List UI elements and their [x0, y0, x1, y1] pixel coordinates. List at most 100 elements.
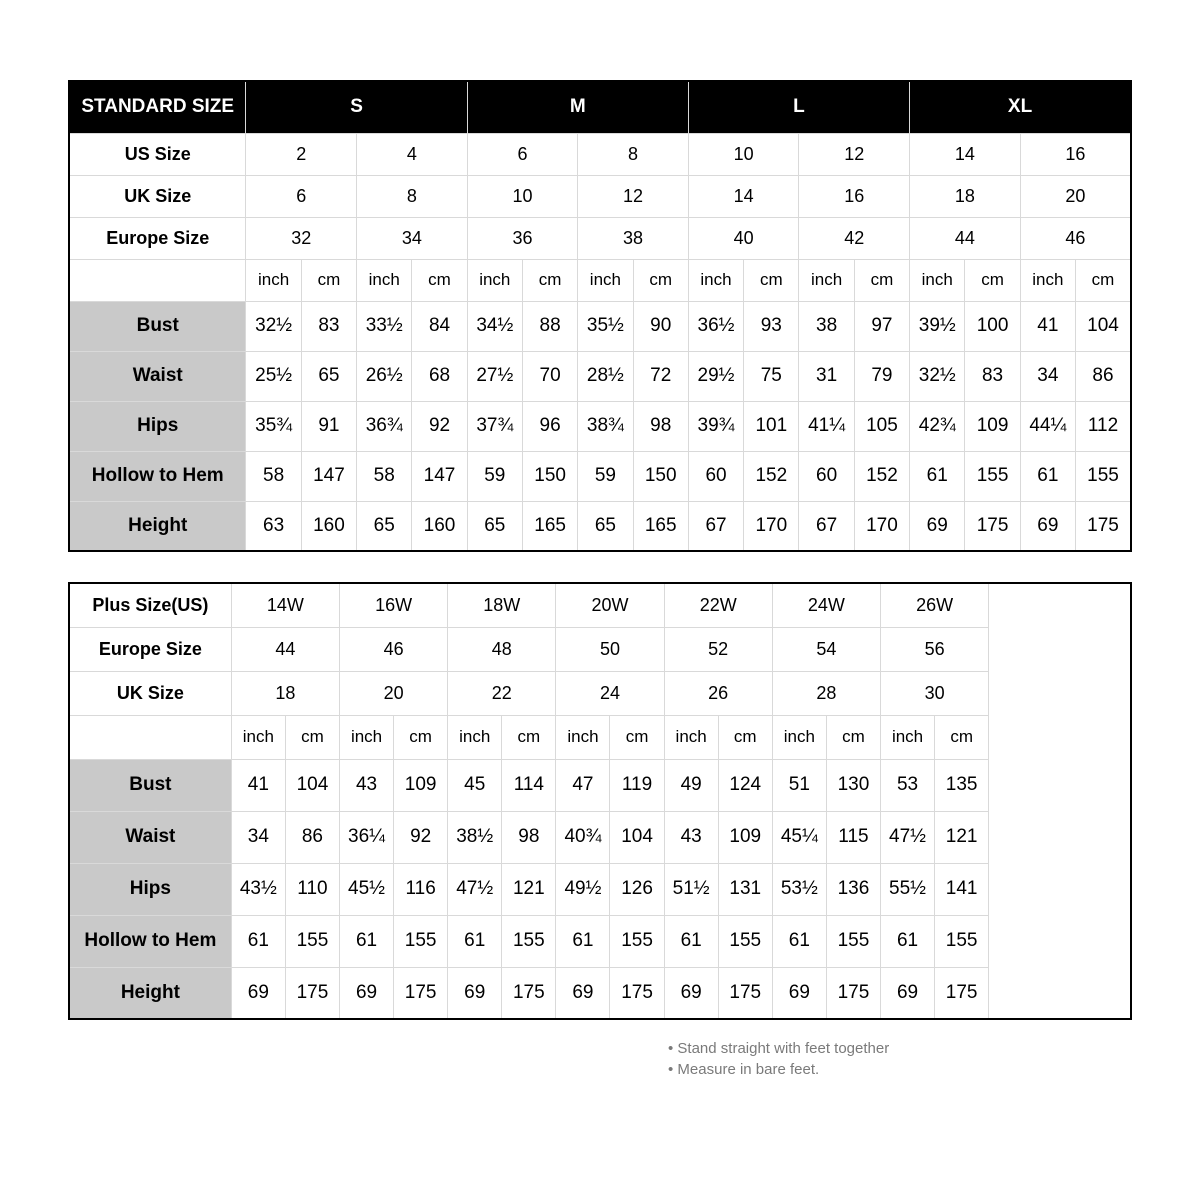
- cell: 43: [339, 759, 393, 811]
- cell: 14: [688, 175, 799, 217]
- cell: 65: [301, 351, 356, 401]
- pad-cell: [989, 583, 1131, 1019]
- unit-cell: cm: [394, 715, 448, 759]
- cell: 6: [246, 175, 357, 217]
- cell: 28: [772, 671, 880, 715]
- cell: 93: [744, 301, 799, 351]
- cell: 175: [1075, 501, 1131, 551]
- cell: 155: [285, 915, 339, 967]
- cell: 58: [246, 451, 301, 501]
- cell: 39½: [910, 301, 965, 351]
- cell: 2: [246, 133, 357, 175]
- unit-cell: inch: [578, 259, 633, 301]
- cell: 84: [412, 301, 467, 351]
- cell: 69: [448, 967, 502, 1019]
- cell: 69: [910, 501, 965, 551]
- cell: 175: [718, 967, 772, 1019]
- cell: 61: [910, 451, 965, 501]
- cell: 175: [285, 967, 339, 1019]
- cell: 37¾: [467, 401, 522, 451]
- table-row: Height 69175 69175 69175 69175 69175 691…: [69, 967, 1131, 1019]
- cell: 86: [1075, 351, 1131, 401]
- cell: 61: [881, 915, 935, 967]
- cell: 48: [448, 627, 556, 671]
- cell: 72: [633, 351, 688, 401]
- cell: 33½: [357, 301, 412, 351]
- cell: 25½: [246, 351, 301, 401]
- unit-cell: cm: [826, 715, 880, 759]
- cell: 44: [231, 627, 339, 671]
- cell: 160: [301, 501, 356, 551]
- size-group-m: M: [467, 81, 688, 133]
- cell: 75: [744, 351, 799, 401]
- cell: 31: [799, 351, 854, 401]
- cell: 175: [610, 967, 664, 1019]
- cell: 83: [301, 301, 356, 351]
- row-label: Bust: [69, 301, 246, 351]
- unit-cell: cm: [610, 715, 664, 759]
- cell: 150: [633, 451, 688, 501]
- cell: 90: [633, 301, 688, 351]
- cell: 16: [799, 175, 910, 217]
- size-group-xl: XL: [910, 81, 1131, 133]
- cell: 34½: [467, 301, 522, 351]
- cell: 38½: [448, 811, 502, 863]
- cell: 175: [502, 967, 556, 1019]
- cell: 41¼: [799, 401, 854, 451]
- cell: 109: [965, 401, 1020, 451]
- cell: 165: [522, 501, 577, 551]
- cell: 147: [412, 451, 467, 501]
- cell: 22W: [664, 583, 772, 627]
- cell: 160: [412, 501, 467, 551]
- cell: 39¾: [688, 401, 743, 451]
- cell: 30: [881, 671, 989, 715]
- cell: 152: [744, 451, 799, 501]
- cell: 26: [664, 671, 772, 715]
- cell: 110: [285, 863, 339, 915]
- cell: 61: [664, 915, 718, 967]
- row-label: Bust: [69, 759, 231, 811]
- cell: 28½: [578, 351, 633, 401]
- row-label: Height: [69, 967, 231, 1019]
- cell: 69: [772, 967, 826, 1019]
- cell: 45: [448, 759, 502, 811]
- unit-cell: cm: [935, 715, 989, 759]
- row-label: [69, 259, 246, 301]
- cell: 67: [799, 501, 854, 551]
- row-label: Hollow to Hem: [69, 915, 231, 967]
- cell: 96: [522, 401, 577, 451]
- cell: 175: [935, 967, 989, 1019]
- cell: 115: [826, 811, 880, 863]
- unit-cell: inch: [799, 259, 854, 301]
- unit-cell: cm: [633, 259, 688, 301]
- table-row: Hollow to Hem 61155 61155 61155 61155 61…: [69, 915, 1131, 967]
- row-label: Hollow to Hem: [69, 451, 246, 501]
- cell: 65: [357, 501, 412, 551]
- table-row: UK Size 6 8 10 12 14 16 18 20: [69, 175, 1131, 217]
- cell: 36¾: [357, 401, 412, 451]
- cell: 32½: [246, 301, 301, 351]
- row-label: UK Size: [69, 175, 246, 217]
- row-label: Waist: [69, 351, 246, 401]
- cell: 155: [1075, 451, 1131, 501]
- cell: 63: [246, 501, 301, 551]
- table-row: UK Size 18 20 22 24 26 28 30: [69, 671, 1131, 715]
- cell: 59: [467, 451, 522, 501]
- cell: 6: [467, 133, 578, 175]
- table-row: Waist 25½65 26½68 27½70 28½72 29½75 3179…: [69, 351, 1131, 401]
- unit-row: inchcm inchcm inchcm inchcm inchcm inchc…: [69, 715, 1131, 759]
- unit-cell: inch: [664, 715, 718, 759]
- cell: 114: [502, 759, 556, 811]
- cell: 43½: [231, 863, 285, 915]
- cell: 69: [881, 967, 935, 1019]
- cell: 24W: [772, 583, 880, 627]
- cell: 27½: [467, 351, 522, 401]
- cell: 116: [394, 863, 448, 915]
- cell: 47½: [448, 863, 502, 915]
- cell: 101: [744, 401, 799, 451]
- row-label: Plus Size(US): [69, 583, 231, 627]
- cell: 61: [448, 915, 502, 967]
- cell: 34: [357, 217, 468, 259]
- cell: 32½: [910, 351, 965, 401]
- cell: 175: [394, 967, 448, 1019]
